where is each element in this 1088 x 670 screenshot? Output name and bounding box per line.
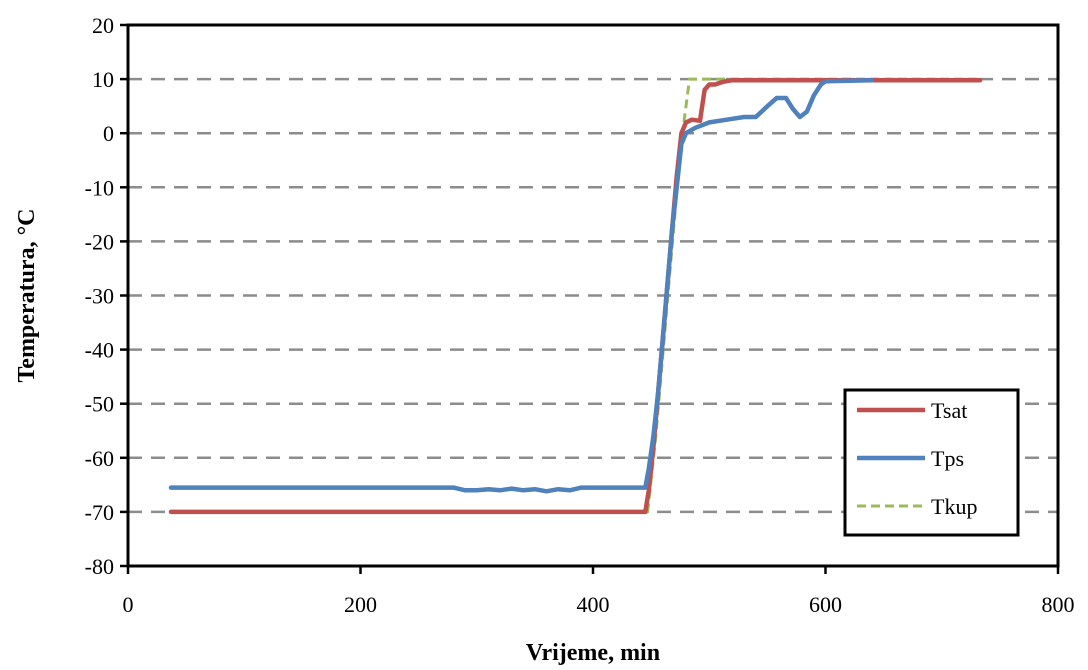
series-line-tps	[168, 77, 875, 494]
legend-label-tkup: Tkup	[931, 494, 977, 519]
y-tick-label: 0	[103, 121, 114, 146]
y-tick-label: -10	[85, 175, 114, 200]
y-tick-label: 20	[92, 13, 114, 38]
x-tick-label: 200	[344, 592, 377, 617]
x-tick-label: 400	[577, 592, 610, 617]
x-tick-label: 600	[809, 592, 842, 617]
x-tick-label: 800	[1042, 592, 1075, 617]
x-axis-title: Vrijeme, min	[526, 640, 660, 666]
legend-box	[843, 388, 1020, 537]
legend-label-tps: Tps	[931, 446, 964, 471]
y-tick-label: -30	[85, 284, 114, 309]
axis-ticks	[120, 23, 1060, 574]
series-layer	[168, 77, 983, 515]
x-axis-tick-labels: 0 200 400 600 800	[123, 592, 1075, 617]
legend: Tsat Tps Tkup	[843, 388, 1020, 537]
series-line-tsat	[168, 77, 983, 515]
legend-label-tsat: Tsat	[931, 398, 967, 423]
y-axis-title: Temperatura, °C	[14, 208, 40, 382]
y-tick-label: 10	[92, 67, 114, 92]
y-tick-label: -40	[85, 338, 114, 363]
y-tick-label: -60	[85, 446, 114, 471]
y-tick-label: -50	[85, 392, 114, 417]
y-tick-label: -80	[85, 554, 114, 579]
y-tick-label: -20	[85, 229, 114, 254]
x-tick-label: 0	[123, 592, 134, 617]
y-axis-tick-labels: -80 -70 -60 -50 -40 -30 -20 -10 0 10 20	[85, 13, 114, 579]
y-tick-label: -70	[85, 500, 114, 525]
